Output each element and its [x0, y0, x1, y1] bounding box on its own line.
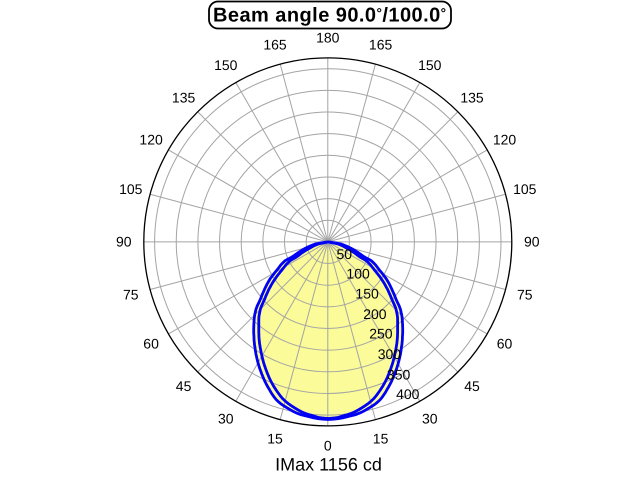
svg-text:0: 0 [324, 438, 332, 454]
svg-text:350: 350 [387, 366, 411, 382]
svg-text:165: 165 [369, 37, 393, 53]
svg-text:300: 300 [378, 346, 402, 362]
svg-text:Beam angle 90.0°/100.0°: Beam angle 90.0°/100.0° [213, 5, 447, 27]
svg-text:135: 135 [460, 90, 484, 106]
svg-text:200: 200 [363, 306, 387, 322]
svg-text:60: 60 [497, 336, 513, 352]
svg-text:75: 75 [123, 287, 139, 303]
svg-text:105: 105 [513, 181, 537, 197]
svg-text:45: 45 [176, 378, 192, 394]
svg-text:400: 400 [396, 386, 420, 402]
svg-text:30: 30 [218, 410, 234, 426]
svg-text:105: 105 [119, 181, 143, 197]
svg-text:120: 120 [139, 132, 163, 148]
svg-text:45: 45 [464, 378, 480, 394]
svg-text:30: 30 [422, 410, 438, 426]
svg-text:15: 15 [267, 431, 283, 447]
svg-text:250: 250 [369, 326, 393, 342]
svg-text:180: 180 [316, 30, 340, 46]
svg-text:135: 135 [172, 90, 196, 106]
svg-text:165: 165 [263, 37, 287, 53]
svg-text:150: 150 [355, 286, 379, 302]
svg-text:90: 90 [524, 234, 540, 250]
svg-text:75: 75 [517, 287, 533, 303]
svg-text:IMax 1156 cd: IMax 1156 cd [275, 455, 382, 475]
svg-text:60: 60 [143, 336, 159, 352]
svg-text:50: 50 [337, 246, 353, 262]
svg-text:150: 150 [418, 57, 442, 73]
svg-text:15: 15 [373, 431, 389, 447]
svg-text:150: 150 [214, 57, 238, 73]
svg-text:90: 90 [116, 234, 132, 250]
svg-text:120: 120 [493, 132, 517, 148]
svg-text:100: 100 [346, 265, 370, 281]
